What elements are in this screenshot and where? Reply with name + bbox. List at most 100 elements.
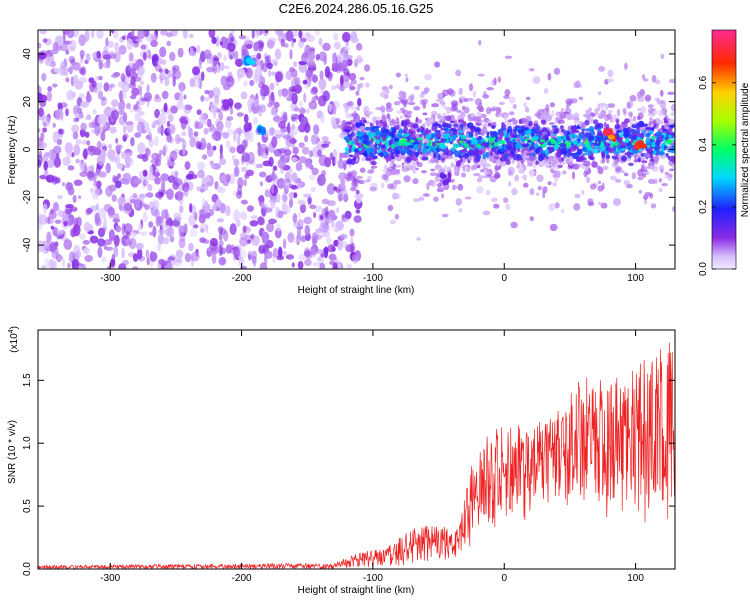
spectrogram-cell [302, 79, 308, 85]
spectrogram-cell [234, 102, 242, 110]
spectrogram-cell [366, 114, 370, 119]
spectrogram-cell [234, 128, 243, 135]
spectrogram-cell [455, 166, 459, 173]
spectrogram-cell [313, 212, 317, 218]
snr-ylabel: SNR (10 * v/v) [7, 420, 18, 484]
spectrogram-cell [533, 123, 539, 127]
spectrogram-cell [430, 110, 438, 117]
spectrogram-cell [142, 169, 148, 177]
spectrogram-cell [346, 263, 353, 269]
spectrogram-cell [389, 162, 394, 167]
spectrogram-cell [228, 32, 234, 43]
spectrogram-cell [164, 68, 169, 74]
spectrogram-cell [396, 169, 401, 174]
spectrogram-cell [206, 142, 212, 151]
spectrogram-cell [317, 149, 322, 157]
spectrogram-cell [132, 41, 140, 48]
spectrogram-cell [639, 126, 644, 130]
spectrogram-cell [216, 185, 224, 193]
spectrogram-cell [52, 131, 59, 143]
spectrogram-cell [416, 237, 421, 241]
spectrogram-cell [493, 203, 500, 209]
spectrogram-cell [562, 161, 565, 165]
spectrogram-cell [283, 43, 289, 48]
spectrogram-cell [617, 153, 621, 158]
spectrogram-cell [289, 198, 293, 208]
spectrogram-cell [96, 203, 99, 211]
spectrogram-cell [71, 152, 75, 158]
spectrogram-cell [539, 115, 547, 121]
spectrogram-cell [150, 39, 158, 48]
spectrogram-cell [433, 196, 439, 202]
spectrogram-cell [569, 131, 573, 135]
spectrogram-cell [92, 108, 97, 115]
spectrogram-cell [208, 127, 217, 133]
spectrogram-cell [80, 101, 90, 108]
spectrogram-cell [596, 165, 602, 170]
spectrogram-cell [375, 139, 381, 145]
spectrogram-cell [581, 166, 586, 169]
spectrogram-cell [671, 164, 675, 170]
spectrogram-cell [321, 136, 329, 142]
spectrogram-cell [170, 220, 180, 227]
snr-multiplier: (x104) [8, 326, 20, 353]
spectrogram-cell [607, 69, 614, 78]
spectrogram-cell [241, 44, 247, 57]
spectrogram-cells [38, 30, 675, 269]
spectrogram-cell [344, 54, 353, 60]
spectrogram-cell [52, 226, 59, 237]
spectrogram-cell [403, 126, 409, 133]
figure-title: C2E6.2024.286.05.16.G25 [279, 1, 434, 16]
spectrogram-cell [568, 161, 574, 166]
spectrogram-cell [91, 52, 97, 58]
spectrogram-cell [504, 89, 511, 97]
y-tick-label: 0.0 [22, 562, 33, 576]
spectrogram-cell [411, 161, 418, 167]
spectrogram-cell [296, 227, 302, 239]
spectrogram-cell [474, 144, 482, 148]
spectrogram-cell [393, 193, 401, 200]
spectrogram-cell [212, 54, 218, 67]
spectrogram-cell [158, 229, 167, 235]
spectrogram-cell [529, 188, 535, 196]
spectrogram-cell [188, 50, 197, 57]
spectrogram-cell [588, 126, 595, 133]
spectrogram-cell [575, 80, 581, 88]
spectrogram-cell [527, 135, 530, 139]
spectrogram-cell [86, 207, 93, 214]
spectrogram-cell [455, 160, 461, 168]
spectrogram-cell [105, 185, 113, 197]
spectrogram-cell [38, 107, 44, 117]
spectrogram-cell [332, 156, 336, 167]
spectrogram-cell [218, 231, 223, 242]
spectrogram-cell [298, 30, 303, 39]
spectrogram-cell [101, 50, 110, 60]
spectrogram-cell [135, 242, 144, 250]
spectrogram-cell [548, 203, 556, 212]
spectrogram-cell [343, 68, 350, 76]
spectrogram-cell [271, 105, 278, 116]
spectrogram-cell [616, 138, 620, 142]
spectrogram-cell [379, 119, 383, 124]
spectrogram-cell [365, 179, 371, 183]
spectrogram-cell [210, 102, 218, 114]
spectrogram-cell [370, 132, 373, 138]
spectrogram-cell [80, 122, 87, 131]
spectrogram-cell [47, 86, 53, 92]
spectrogram-cell [424, 73, 432, 81]
spectrogram-cell [261, 231, 270, 244]
spectrogram-cell [194, 211, 198, 221]
spectrogram-cell [130, 232, 137, 238]
spectrogram-cell [242, 225, 247, 233]
spectrogram-cell [96, 50, 101, 59]
spectrogram-cell [245, 169, 254, 176]
spectrogram-cell [468, 155, 473, 162]
spectrogram-cell [289, 49, 293, 60]
spectrogram-cell [369, 122, 373, 126]
spectrogram-cell [381, 121, 388, 126]
spectrogram-cell [219, 41, 223, 46]
spectrogram-cell [281, 203, 288, 213]
spectrogram-cell [331, 52, 337, 63]
spectrogram-cell [272, 165, 278, 171]
spectrogram-cell [88, 121, 96, 129]
